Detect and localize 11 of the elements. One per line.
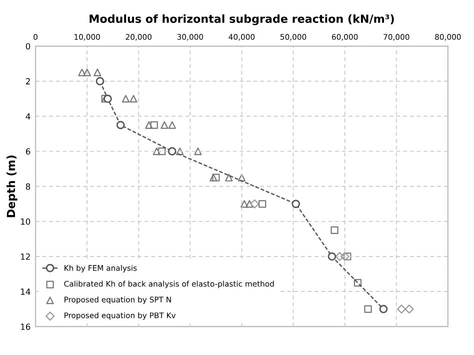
y-tick-label: 8 <box>26 183 30 190</box>
y-tick-label: 12 <box>21 253 30 260</box>
y-tick-label: 4 <box>26 113 30 120</box>
y-tick-label: 0 <box>26 43 30 50</box>
x-axis-title: Modulus of horizontal subgrade reaction (kN/m³) <box>90 14 394 26</box>
y-tick-label: 16 <box>21 324 30 330</box>
y-tick-label: 14 <box>21 288 30 295</box>
y-tick-label: 6 <box>26 148 30 155</box>
y-tick-label: 2 <box>26 78 30 84</box>
y-axis-title: Depth (m) <box>6 156 18 218</box>
y-tick-label: 10 <box>21 218 30 225</box>
